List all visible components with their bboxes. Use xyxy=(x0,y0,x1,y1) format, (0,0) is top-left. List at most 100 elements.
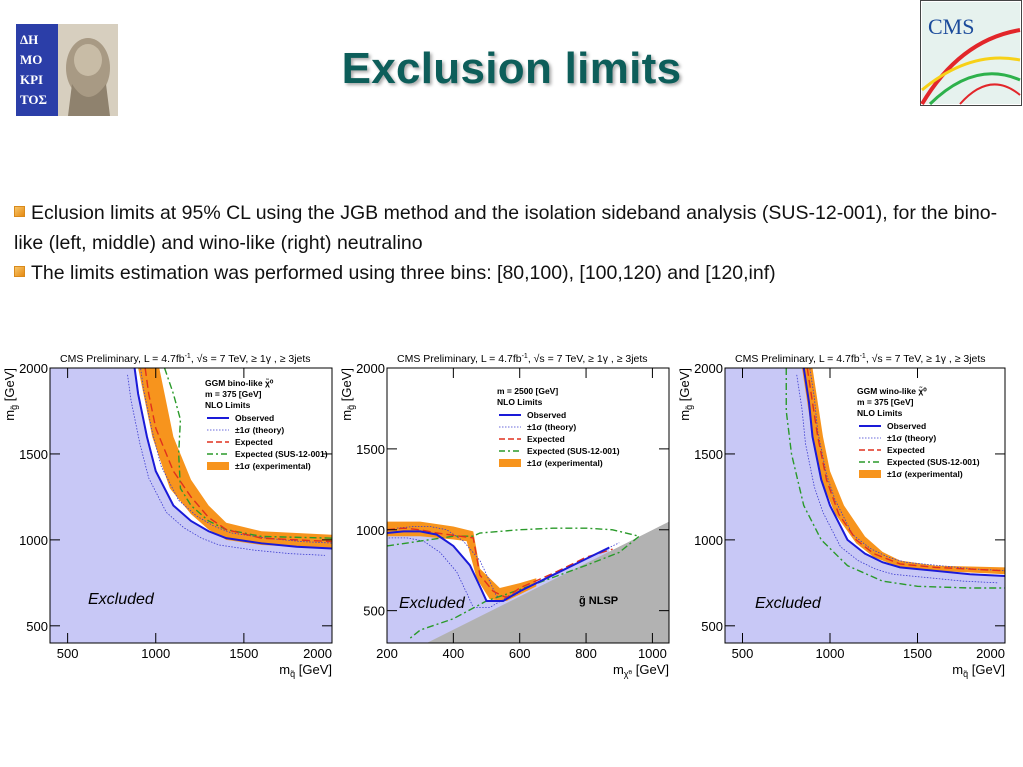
excluded-annotation: Excluded xyxy=(755,595,822,612)
x-tick-label: 1500 xyxy=(903,646,932,661)
bullet-item: Eclusion limits at 95% CL using the JGB … xyxy=(14,198,1014,258)
plot-frame xyxy=(386,367,670,644)
experimental-band xyxy=(387,521,537,601)
x-axis-label: mq̃ [GeV] xyxy=(952,662,1005,679)
legend: GGM bino-like χ̃⁰m = 375 [GeV]NLO Limits… xyxy=(205,377,328,471)
plot-frame xyxy=(724,367,1006,644)
y-tick-label: 500 xyxy=(701,619,723,634)
observed-line xyxy=(387,530,610,602)
legend-entry: Observed xyxy=(235,413,274,423)
y-tick-label: 2000 xyxy=(19,361,48,376)
y-tick-label: 2000 xyxy=(356,361,385,376)
x-tick-label: 500 xyxy=(732,646,754,661)
svg-text:ΜΟ: ΜΟ xyxy=(20,52,42,67)
plot-content xyxy=(725,368,1005,643)
legend-entry: Expected (SUS-12-001) xyxy=(887,457,980,467)
nlsp-annotation: g̃ NLSP xyxy=(579,595,618,607)
experimental-band xyxy=(138,368,332,549)
plot-wino-right: 500 1000 1500 2000 500 1000 1500 2000 CMS Prelim… xyxy=(675,346,1023,691)
y-tick-label: 1000 xyxy=(694,533,723,548)
theory-plus-line xyxy=(140,368,332,544)
x-tick-label: 1500 xyxy=(229,646,258,661)
svg-text:ΔΗ: ΔΗ xyxy=(20,32,38,47)
y-axis-label: mg̃ [GeV] xyxy=(2,368,19,421)
bullet-square-icon xyxy=(14,266,25,277)
expected-line xyxy=(806,368,1005,572)
y-axis-label: mg̃ [GeV] xyxy=(677,368,694,421)
legend-entry: Expected xyxy=(887,445,925,455)
plot-bino-left: 500 1000 1500 2000 500 1000 1500 2000 CMS Prelim… xyxy=(0,346,336,691)
y-tick-label: 1500 xyxy=(356,442,385,457)
legend-title: GGM wino-like χ̃⁰ xyxy=(857,385,927,396)
observed-line xyxy=(802,368,1005,577)
bullet-text: Eclusion limits at 95% CL using the JGB … xyxy=(14,202,998,254)
expected-sus-line xyxy=(387,527,641,639)
chart-header: CMS Preliminary, L = 4.7fb-1, √s = 7 TeV… xyxy=(735,353,986,365)
y-tick-label: 500 xyxy=(363,604,385,619)
legend-entry: ±1σ (theory) xyxy=(887,433,936,443)
legend-entry: ±1σ (theory) xyxy=(527,422,576,432)
legend: m = 2500 [GeV]NLO Limits Observed ±1σ (the… xyxy=(497,386,620,468)
legend-entry: Expected xyxy=(235,437,273,447)
x-tick-label: 600 xyxy=(509,646,531,661)
excluded-region xyxy=(50,368,332,643)
legend-entry: ±1σ (theory) xyxy=(235,425,284,435)
slide-title: Exclusion limits xyxy=(341,44,682,93)
democritos-logo: ΔΗ ΜΟ ΚΡΙ ΤΟΣ xyxy=(16,24,118,116)
legend-title: NLO Limits xyxy=(497,397,543,407)
x-tick-label: 200 xyxy=(376,646,398,661)
legend-title: m = 2500 [GeV] xyxy=(497,386,558,396)
theory-plus-line xyxy=(809,368,1005,571)
exclusion-plot-bino-msquark: 500 1000 1500 2000 500 1000 1500 2000 CMS Prelim… xyxy=(2,353,333,679)
legend-band-swatch xyxy=(859,470,881,478)
x-axis-label: mq̃ [GeV] xyxy=(279,662,332,679)
plot-content xyxy=(50,368,332,643)
legend-entry: Expected (SUS-12-001) xyxy=(527,446,620,456)
x-tick-label: 500 xyxy=(57,646,79,661)
legend-entry: ±1σ (experimental) xyxy=(527,458,603,468)
x-tick-label: 2000 xyxy=(976,646,1005,661)
exclusion-plot-bino-mneutralino: 200 400 600 800 1000 500 1000 1500 2000 CMS Preli… xyxy=(339,353,670,679)
chart-header: CMS Preliminary, L = 4.7fb-1, √s = 7 TeV… xyxy=(60,353,311,365)
y-tick-label: 500 xyxy=(26,619,48,634)
bullet-list: Eclusion limits at 95% CL using the JGB … xyxy=(14,198,1014,288)
legend-entry: Expected (SUS-12-001) xyxy=(235,449,328,459)
x-tick-label: 1000 xyxy=(638,646,667,661)
svg-text:ΤΟΣ: ΤΟΣ xyxy=(20,92,47,107)
y-tick-label: 1500 xyxy=(19,447,48,462)
y-tick-label: 2000 xyxy=(694,361,723,376)
x-tick-label: 800 xyxy=(575,646,597,661)
legend-title: NLO Limits xyxy=(205,400,251,410)
legend-title: m = 375 [GeV] xyxy=(857,397,914,407)
expected-sus-line xyxy=(163,368,332,539)
y-axis-label: mg̃ [GeV] xyxy=(339,368,356,421)
legend-title: NLO Limits xyxy=(857,408,903,418)
legend-entry: ±1σ (experimental) xyxy=(235,461,311,471)
x-tick-label: 1000 xyxy=(141,646,170,661)
x-tick-label: 400 xyxy=(443,646,465,661)
legend-entry: ±1σ (experimental) xyxy=(887,469,963,479)
experimental-band xyxy=(802,368,1005,575)
bullet-square-icon xyxy=(14,206,25,217)
legend-band-swatch xyxy=(499,459,521,467)
plot-content xyxy=(387,521,669,643)
expected-sus-line xyxy=(785,368,1005,589)
svg-text:ΚΡΙ: ΚΡΙ xyxy=(20,72,43,87)
legend-title: GGM bino-like χ̃⁰ xyxy=(205,377,274,388)
theory-minus-line xyxy=(127,374,325,556)
y-tick-label: 1500 xyxy=(694,447,723,462)
x-tick-label: 2000 xyxy=(303,646,332,661)
bullet-item: The limits estimation was performed usin… xyxy=(14,258,1014,288)
excluded-annotation: Excluded xyxy=(88,591,155,608)
expected-line xyxy=(144,368,332,543)
legend-band-swatch xyxy=(207,462,229,470)
observed-line xyxy=(133,368,332,550)
legend-entry: Observed xyxy=(527,410,566,420)
cms-logo: CMS xyxy=(920,0,1022,106)
legend-entry: Observed xyxy=(887,421,926,431)
x-axis-label: mχ̃⁰ [GeV] xyxy=(613,662,669,679)
theory-minus-line xyxy=(796,374,999,584)
plot-frame xyxy=(49,367,333,644)
expected-line xyxy=(387,527,613,599)
y-tick-label: 1000 xyxy=(19,533,48,548)
